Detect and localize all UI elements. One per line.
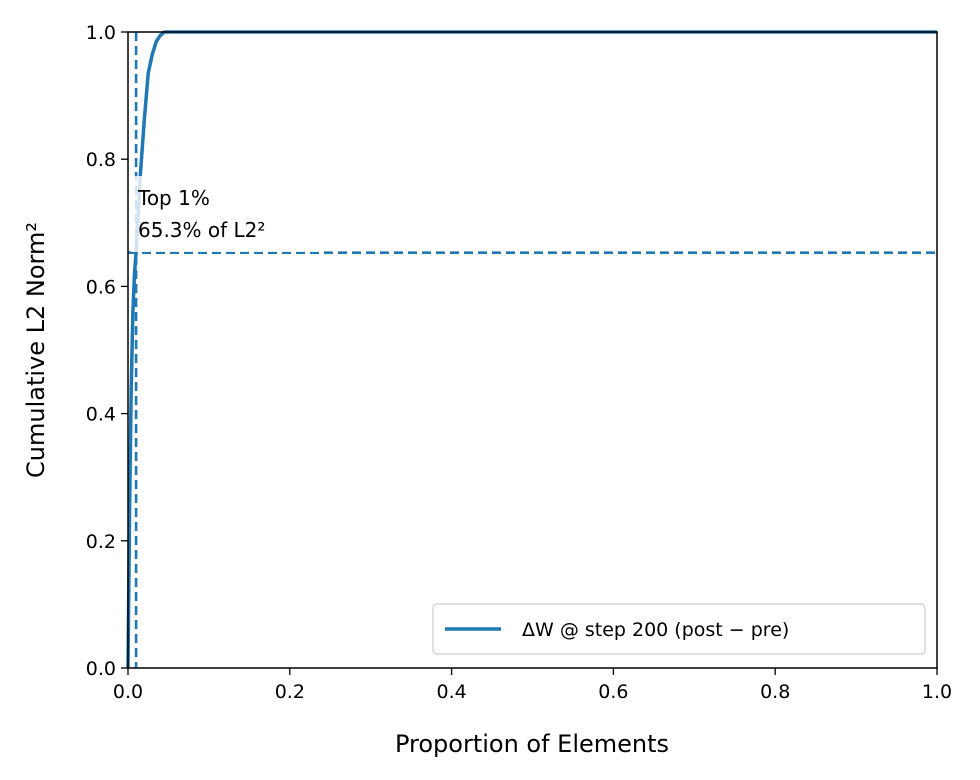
x-tick-label: 0.0 <box>113 681 143 703</box>
y-tick-label: 0.4 <box>86 404 116 426</box>
annotation-line-2: 65.3% of L2² <box>138 218 265 242</box>
y-axis-title: Cumulative L2 Norm² <box>22 222 50 478</box>
y-tick-label: 0.8 <box>86 149 116 171</box>
y-tick-label: 0.0 <box>86 658 116 680</box>
legend: ΔW @ step 200 (post − pre) <box>432 603 926 655</box>
legend-label: ΔW @ step 200 (post − pre) <box>522 619 789 641</box>
reference-lines <box>128 32 937 668</box>
annotation-box <box>131 176 321 252</box>
x-tick-label: 0.6 <box>598 681 628 703</box>
y-tick-label: 0.6 <box>86 276 116 298</box>
annotation: Top 1% 65.3% of L2² <box>131 176 321 252</box>
y-tick-label: 0.2 <box>86 531 116 553</box>
axes-frame <box>127 31 938 669</box>
x-tick-label: 0.2 <box>275 681 305 703</box>
annotation-line-1: Top 1% <box>137 186 210 210</box>
plot-area <box>128 32 937 668</box>
x-tick-label: 0.4 <box>436 681 466 703</box>
y-axis-ticks: 0.0 0.2 0.4 0.6 0.8 1.0 <box>86 22 128 680</box>
x-axis-ticks: 0.0 0.2 0.4 0.6 0.8 1.0 <box>113 668 952 703</box>
x-tick-label: 1.0 <box>922 681 952 703</box>
y-tick-label: 1.0 <box>86 22 116 44</box>
legend-box <box>432 603 926 655</box>
x-tick-label: 0.8 <box>760 681 790 703</box>
x-axis-title: Proportion of Elements <box>395 730 669 758</box>
